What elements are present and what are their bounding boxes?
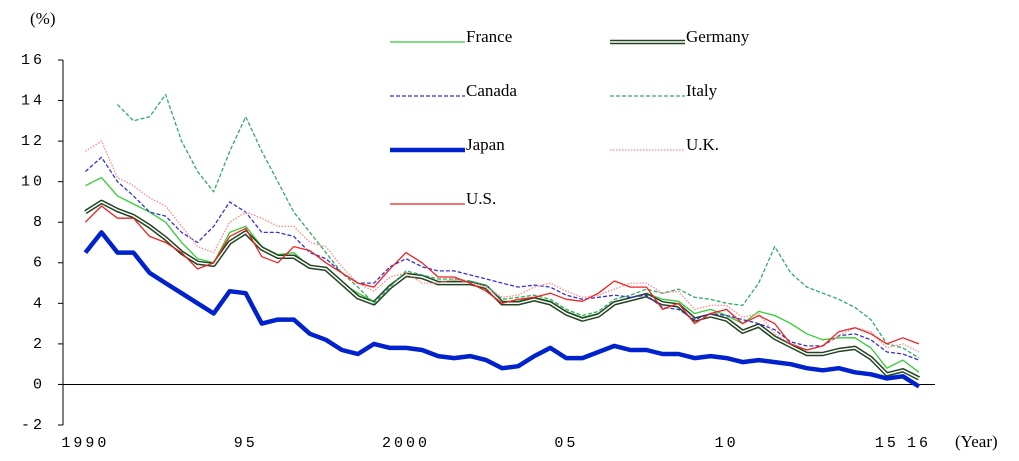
legend-label: Italy (686, 81, 718, 100)
series-line (84, 205, 920, 351)
legend-label: Germany (686, 27, 750, 46)
x-tick-label: 2000 (382, 435, 430, 452)
legend-label: Canada (466, 81, 517, 100)
x-tick-label: 16 (907, 435, 931, 452)
series-line (117, 93, 920, 359)
y-tick-label: 2 (33, 336, 45, 353)
y-tick-label: 6 (33, 255, 45, 272)
x-tick-label: 05 (554, 435, 578, 452)
series-line (84, 199, 921, 381)
y-axis-label: (%) (30, 9, 55, 28)
series-line (84, 156, 920, 361)
y-tick-label: -2 (21, 417, 45, 434)
series-line (85, 140, 920, 353)
y-tick-label: 16 (21, 52, 45, 69)
y-tick-label: 12 (21, 133, 45, 150)
x-tick-label: 15 (875, 435, 899, 452)
legend-label: France (466, 27, 512, 46)
legend-label: U.K. (686, 135, 719, 154)
y-tick-label: 8 (33, 214, 45, 231)
legend-label: U.S. (466, 189, 496, 208)
y-tick-label: 0 (33, 376, 45, 393)
x-axis-label: (Year) (955, 432, 998, 451)
x-tick-label: 1990 (61, 435, 109, 452)
y-tick-label: 10 (21, 174, 45, 191)
series-line (83, 230, 921, 389)
x-tick-label: 95 (234, 435, 258, 452)
legend-label: Japan (466, 135, 505, 154)
y-tick-label: 4 (33, 295, 45, 312)
x-tick-label: 10 (715, 435, 739, 452)
series-line (84, 201, 920, 380)
y-tick-label: 14 (21, 93, 45, 110)
